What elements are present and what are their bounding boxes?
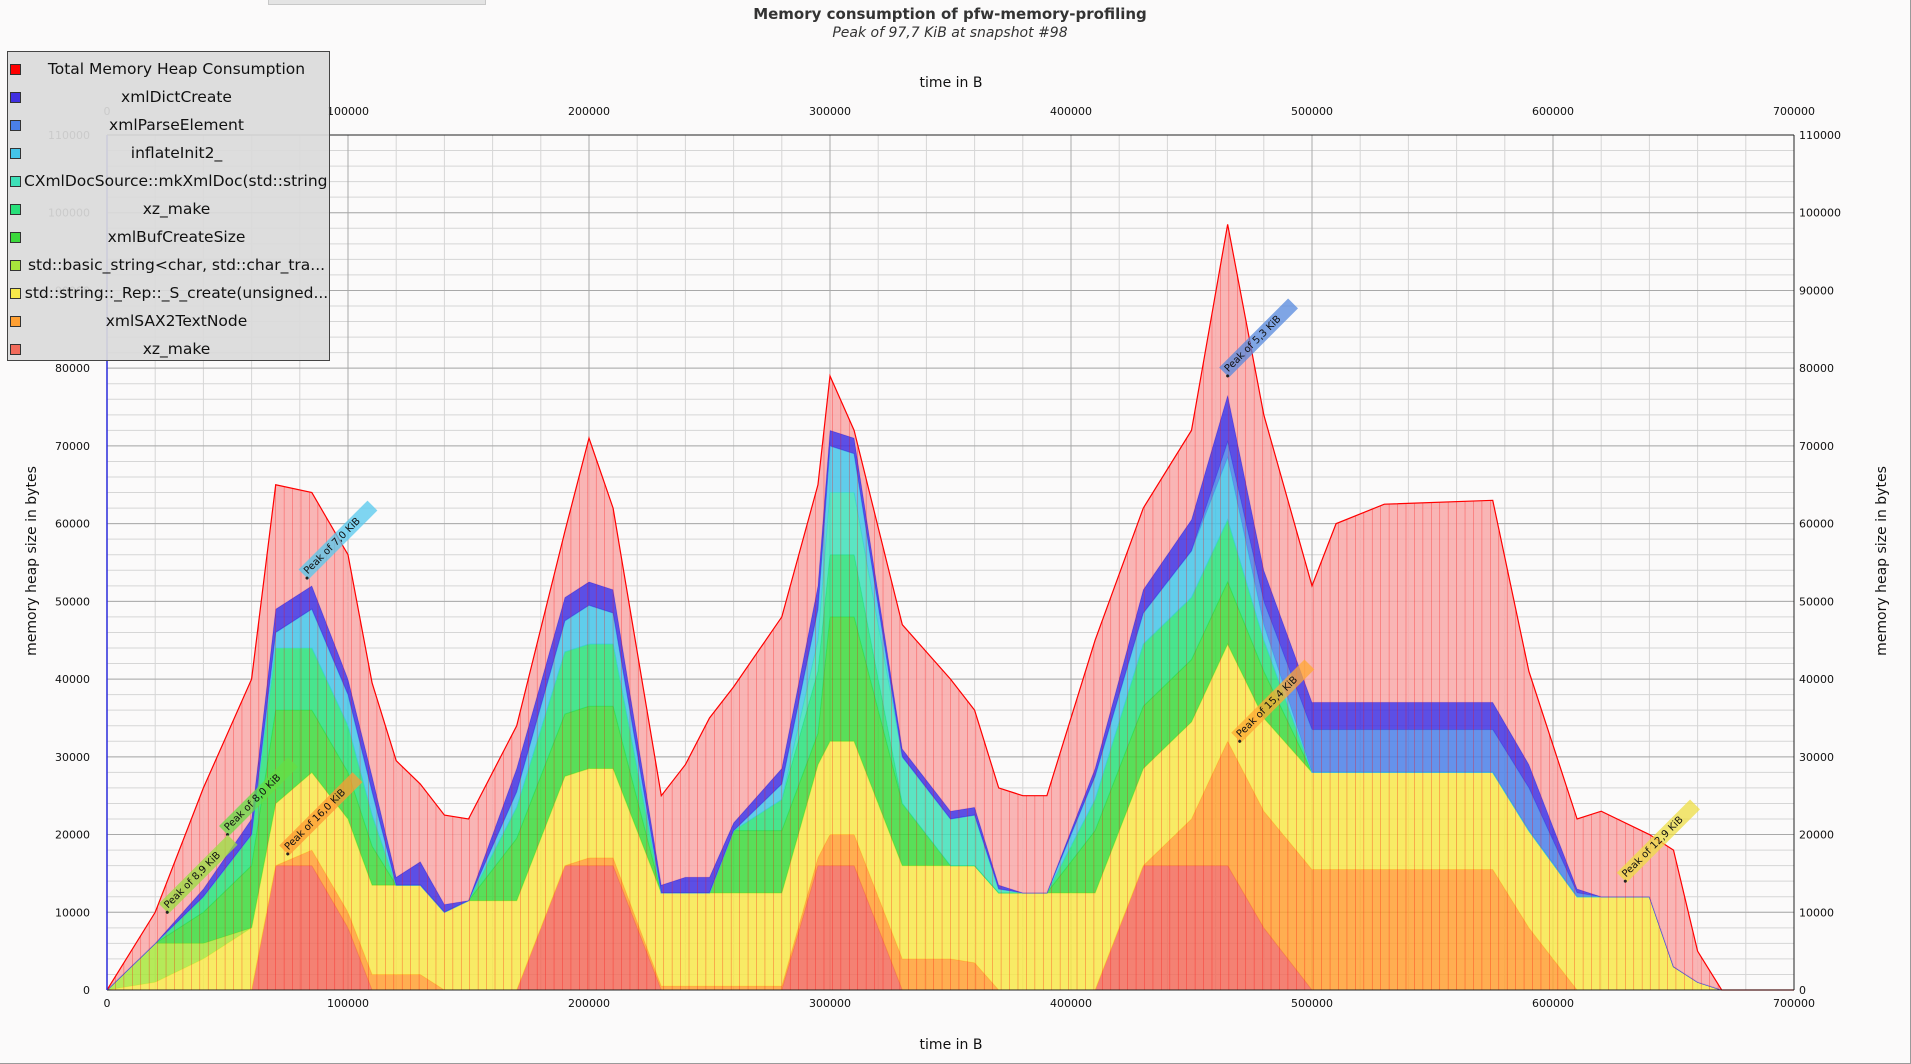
legend-item: std::string::_Rep::_S_create(unsigned... [8, 284, 329, 308]
y-tick-label-right: 0 [1799, 984, 1806, 997]
legend-item: xmlParseElement [8, 116, 329, 140]
y-tick-label-right: 100000 [1799, 207, 1841, 220]
y-tick-label-left: 20000 [55, 829, 90, 842]
legend-swatch [10, 344, 21, 355]
y-tick-label-right: 90000 [1799, 284, 1834, 297]
chart-subtitle: Peak of 97,7 KiB at snapshot #98 [832, 25, 1067, 41]
annotation-point [1238, 739, 1242, 743]
stacked-areas [106, 224, 1794, 991]
series-area [107, 224, 1794, 991]
x-tick-label-top: 500000 [1291, 105, 1333, 118]
legend-swatch [10, 64, 21, 75]
legend-swatch [10, 176, 21, 187]
y-tick-label-right: 80000 [1799, 362, 1834, 375]
legend-swatch [10, 148, 21, 159]
legend-label: xz_make [142, 340, 211, 358]
y-tick-label-left: 80000 [55, 362, 90, 375]
tab-strip[interactable] [268, 0, 486, 5]
annotation-box [279, 772, 363, 856]
x-tick-label-top: 200000 [568, 105, 610, 118]
y-tick-label-right: 20000 [1799, 829, 1834, 842]
y-tick-label-right: 30000 [1799, 751, 1834, 764]
legend-item: xmlBufCreateSize [8, 228, 329, 252]
y-tick-label-left: 30000 [55, 751, 90, 764]
chart-title: Memory consumption of pfw-memory-profili… [753, 5, 1147, 23]
annotation-box [298, 500, 378, 580]
legend: Total Memory Heap Consumption xmlDictCrea… [7, 51, 330, 361]
legend-swatch [10, 92, 21, 103]
annotation-point [286, 852, 290, 856]
y-axis-label-left: memory heap size in bytes [24, 466, 40, 656]
x-tick-label-bottom: 500000 [1291, 997, 1333, 1010]
series-area [107, 865, 1794, 990]
x-tick-label-top: 300000 [809, 105, 851, 118]
y-tick-label-right: 40000 [1799, 673, 1834, 686]
legend-swatch [10, 288, 21, 299]
annotation-box [1219, 298, 1299, 378]
snapshot-lines [115, 230, 1719, 990]
legend-item: xmlSAX2TextNode [8, 312, 329, 336]
legend-label: Total Memory Heap Consumption [47, 60, 306, 78]
x-axis-label-top: time in B [920, 75, 983, 91]
x-tick-label-top: 400000 [1050, 105, 1092, 118]
annotation-point [165, 910, 169, 914]
x-tick-label-bottom: 400000 [1050, 997, 1092, 1010]
annotation-point [305, 576, 309, 580]
x-tick-label-bottom: 600000 [1532, 997, 1574, 1010]
y-tick-label-right: 110000 [1799, 129, 1841, 142]
x-tick-label-top: 700000 [1773, 105, 1815, 118]
legend-swatch [10, 204, 21, 215]
legend-swatch [10, 120, 21, 131]
legend-item: xz_make [8, 200, 329, 224]
legend-label: inflateInit2_ [130, 144, 223, 162]
legend-label: CXmlDocSource::mkXmlDoc(std::string c... [24, 172, 329, 190]
x-tick-label-bottom: 100000 [327, 997, 369, 1010]
legend-swatch [10, 232, 21, 243]
annotation-point [1226, 374, 1230, 378]
x-tick-label-bottom: 300000 [809, 997, 851, 1010]
x-tick-label-bottom: 700000 [1773, 997, 1815, 1010]
series-area [107, 644, 1794, 990]
annotation-point [226, 833, 229, 837]
x-tick-label-top: 100000 [327, 105, 369, 118]
y-tick-label-left: 50000 [55, 595, 90, 608]
x-axis-label-bottom: time in B [920, 1037, 983, 1053]
legend-label: std::basic_string<char, std::char_tra... [27, 256, 326, 274]
y-tick-label-left: 40000 [55, 673, 90, 686]
series-outline [106, 224, 1794, 991]
y-axis-label-right: memory heap size in bytes [1874, 466, 1890, 656]
legend-item: xz_make [8, 340, 329, 364]
legend-swatch [10, 316, 21, 327]
y-tick-label-right: 70000 [1799, 440, 1834, 453]
legend-item: std::basic_string<char, std::char_tra... [8, 256, 329, 280]
x-tick-label-top: 600000 [1532, 105, 1574, 118]
annotation-box [219, 757, 298, 836]
annotation-box [158, 834, 238, 914]
y-tick-label-right: 60000 [1799, 518, 1834, 531]
y-tick-label-left: 70000 [55, 440, 90, 453]
y-tick-label-left: 10000 [55, 906, 90, 919]
legend-swatch [10, 260, 21, 271]
x-tick-label-bottom: 0 [104, 997, 111, 1010]
legend-item: CXmlDocSource::mkXmlDoc(std::string c... [8, 172, 329, 196]
y-tick-label-right: 50000 [1799, 595, 1834, 608]
y-tick-label-left: 0 [83, 984, 90, 997]
y-tick-label-right: 10000 [1799, 906, 1834, 919]
x-tick-label-bottom: 200000 [568, 997, 610, 1010]
legend-label: xmlBufCreateSize [107, 228, 246, 246]
legend-label: xz_make [142, 200, 211, 218]
annotation-point [1623, 879, 1627, 883]
legend-label: xmlDictCreate [121, 88, 232, 106]
legend-item: Total Memory Heap Consumption [8, 60, 329, 84]
legend-label: xmlParseElement [109, 116, 244, 134]
annotation-box [1616, 799, 1700, 883]
y-tick-label-left: 60000 [55, 518, 90, 531]
annotation-box [1231, 659, 1315, 743]
legend-label: std::string::_Rep::_S_create(unsigned... [24, 284, 329, 302]
legend-label: xmlSAX2TextNode [105, 312, 248, 330]
legend-item: inflateInit2_ [8, 144, 329, 168]
legend-item: xmlDictCreate [8, 88, 329, 112]
series-area [107, 741, 1794, 990]
